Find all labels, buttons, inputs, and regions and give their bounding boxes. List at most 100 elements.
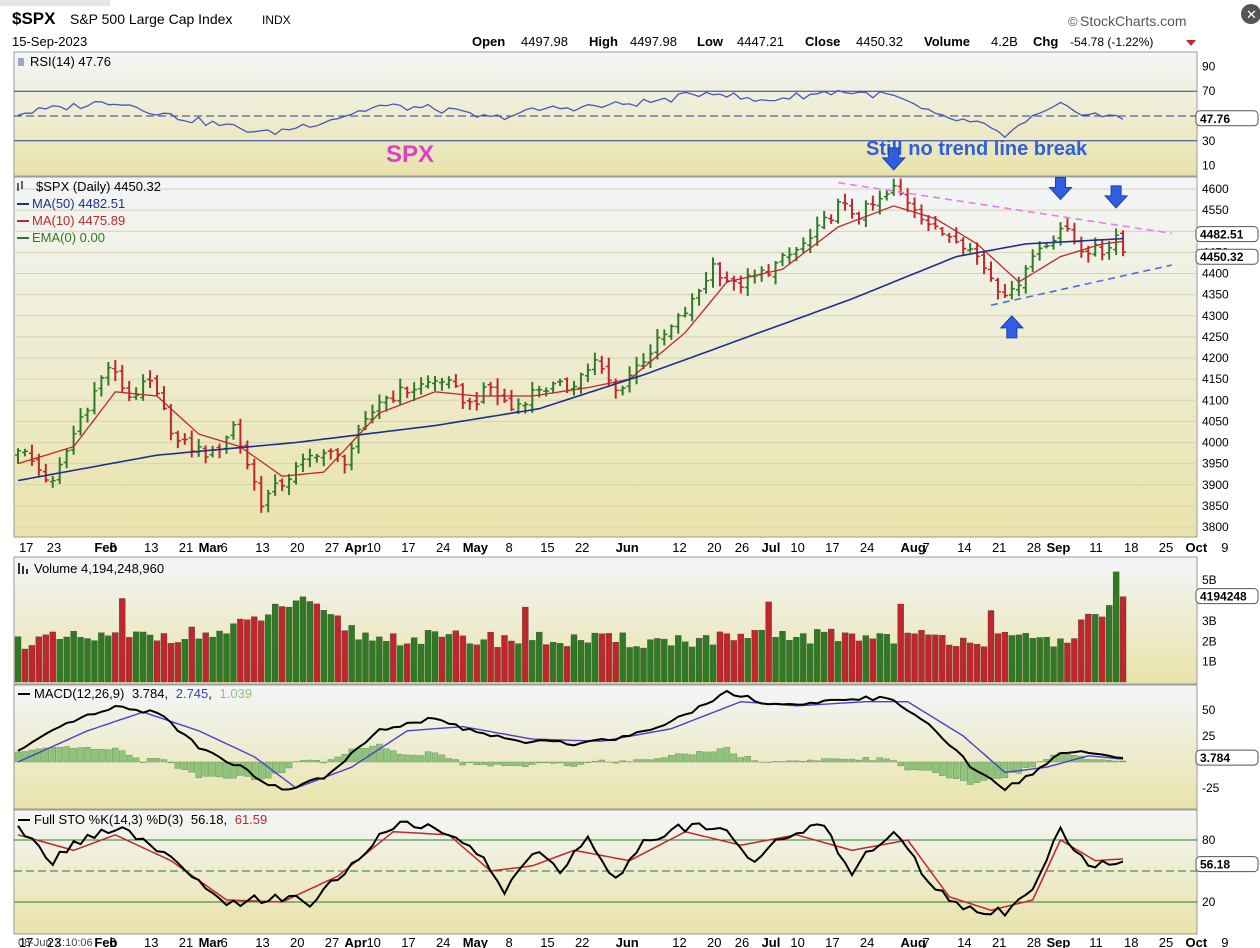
- axis-tick-label: 4400: [1202, 267, 1229, 281]
- chg-down-icon: [1186, 40, 1196, 46]
- volume-bar: [543, 644, 550, 683]
- volume-bar: [570, 634, 578, 683]
- macd-hist-bar: [431, 752, 439, 763]
- close-icon[interactable]: [1241, 4, 1260, 24]
- volume-bar: [438, 636, 446, 683]
- axis-tick-label: 30: [1202, 134, 1216, 148]
- macd-hist-bar: [362, 747, 369, 763]
- volume-bar: [146, 634, 154, 683]
- volume-bar: [404, 643, 411, 683]
- close-value: 4450.32: [856, 34, 903, 49]
- date-tick-label: Oct: [1186, 540, 1208, 555]
- date-tick-label: 6: [221, 540, 228, 555]
- date-tick-label: 11: [1089, 935, 1103, 948]
- date-tick-label: 26: [735, 935, 749, 948]
- volume-bar: [702, 635, 710, 683]
- macd-hist-bar: [730, 753, 738, 763]
- ma50-line: [17, 237, 1124, 482]
- volume-bar: [160, 633, 168, 683]
- macd-hist-bar: [299, 760, 307, 763]
- price-legend-item: EMA(0) 0.00: [32, 230, 105, 245]
- volume-bar: [216, 630, 223, 683]
- macd-hist-bar: [807, 759, 814, 763]
- macd-hist-bar: [946, 761, 953, 779]
- volume-bar: [828, 628, 835, 683]
- macd-hist-bar: [1098, 759, 1106, 763]
- volume-bar: [153, 640, 161, 683]
- macd-hist-bar: [195, 761, 202, 779]
- volume-bar: [21, 648, 29, 683]
- volume-bar: [786, 640, 793, 683]
- date-tick-label: 7: [922, 935, 929, 948]
- volume-bar: [598, 633, 605, 683]
- volume-bar: [695, 637, 703, 683]
- volume-bar: [237, 618, 244, 683]
- date-tick-label: 24: [436, 935, 450, 948]
- volume-bar: [292, 600, 300, 683]
- volume-bar: [626, 647, 633, 683]
- axis-tick-label: 50: [1202, 703, 1216, 717]
- date-tick-label: Sep: [1047, 935, 1071, 948]
- volume-bar: [654, 638, 661, 683]
- date-tick-label: 26: [735, 540, 749, 555]
- macd-hist-bar: [563, 761, 571, 767]
- date-tick-label: 21: [179, 935, 193, 948]
- volume-bar: [313, 603, 321, 683]
- chg-label: Chg: [1033, 34, 1058, 49]
- macd-legend-prefix: MACD(12,26,9): [34, 686, 124, 701]
- volume-bar: [967, 642, 974, 683]
- macd-hist-bar: [612, 761, 619, 764]
- volume-bar: [28, 645, 36, 683]
- macd-hist-bar: [84, 747, 91, 763]
- date-tick-label: 25: [1159, 540, 1173, 555]
- macd-hist-bar: [661, 757, 668, 763]
- macd-hist-bar: [473, 761, 480, 765]
- date-tick-label: 20: [707, 935, 721, 948]
- volume-bar: [897, 603, 904, 683]
- axis-tick-label: 3950: [1202, 457, 1229, 471]
- close-label: Close: [805, 34, 840, 49]
- macd-legend: MACD(12,26,9) 3.784, 2.745, 1.039: [34, 686, 252, 701]
- volume-bar: [1057, 638, 1064, 683]
- volume-bar: [821, 631, 828, 683]
- open-value: 4497.98: [521, 34, 568, 49]
- macd-hist-bar: [702, 751, 710, 763]
- macd-hist-bar: [445, 758, 453, 763]
- volume-bar: [181, 639, 188, 683]
- date-tick-label: 8: [505, 935, 512, 948]
- macd-hist-bar: [153, 758, 161, 763]
- date-tick-label: 20: [290, 540, 304, 555]
- price-legend-item: $SPX (Daily) 4450.32: [36, 179, 161, 194]
- sto-axis: 80 20 56.18: [14, 833, 1259, 909]
- sto-legend-d: 61.59: [235, 812, 268, 827]
- volume-bar: [584, 642, 592, 683]
- macd-hist-bar: [1085, 759, 1092, 763]
- macd-hist-bar: [619, 760, 626, 763]
- volume-bar: [473, 644, 480, 683]
- volume-legend-icon: [18, 563, 28, 574]
- date-tick-label: 14: [957, 540, 971, 555]
- volume-bar: [1064, 642, 1071, 683]
- volume-bar: [605, 633, 612, 683]
- volume-bar: [563, 646, 571, 683]
- macd-hist-bar: [549, 761, 557, 764]
- date-tick-label: 13: [255, 540, 269, 555]
- axis-tick-label: 3900: [1202, 478, 1229, 492]
- macd-hist-bar: [633, 759, 640, 763]
- date-tick-label: Feb: [94, 935, 117, 948]
- volume-bar: [480, 639, 487, 683]
- ohlc-readout: Open 4497.98 High 4497.98 Low 4447.21 Cl…: [472, 34, 1196, 49]
- volume-bar: [869, 638, 876, 683]
- volume-bar: [494, 647, 501, 683]
- volume-bar: [1043, 637, 1050, 683]
- macd-panel-bg: [13, 684, 1198, 810]
- date-tick-label: 6: [109, 540, 116, 555]
- axis-tick-label: 4050: [1202, 414, 1229, 428]
- volume-bar: [348, 625, 355, 683]
- date-tick-label: May: [463, 540, 489, 555]
- axis-tick-label: 5B: [1202, 573, 1217, 587]
- volume-bar: [327, 614, 334, 683]
- volume-value-tag: 4194248: [1200, 590, 1247, 604]
